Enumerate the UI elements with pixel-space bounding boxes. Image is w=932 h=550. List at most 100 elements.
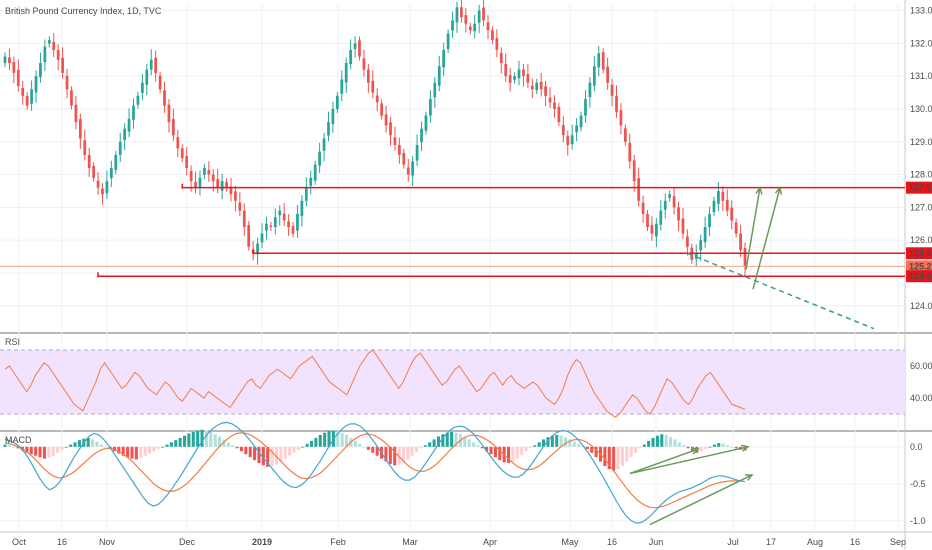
candle <box>154 50 158 82</box>
candle-body <box>92 166 95 178</box>
candle-body <box>30 89 33 104</box>
macd-histogram-bar <box>64 446 68 448</box>
macd-histogram-bar <box>73 442 77 447</box>
candle <box>25 91 29 110</box>
candle-body <box>229 186 233 195</box>
macd-title: MACD <box>5 435 32 445</box>
candle <box>127 108 131 138</box>
macd-histogram-bar <box>204 430 208 447</box>
candle-body <box>655 223 658 237</box>
macd-histogram-bar <box>340 432 344 447</box>
candle <box>65 68 69 99</box>
macd-histogram-bar <box>121 446 125 456</box>
candle-body <box>105 181 109 194</box>
candle <box>149 49 153 76</box>
candle-body <box>460 7 463 18</box>
candle-body <box>566 136 570 146</box>
candle-body <box>313 164 317 181</box>
candle-body <box>145 69 149 85</box>
candle-body <box>331 108 335 125</box>
macd-divergence-arrow <box>629 444 750 475</box>
candle <box>265 216 268 240</box>
candle <box>544 80 547 107</box>
candle-body <box>513 76 516 80</box>
macd-histogram-bar <box>511 446 515 462</box>
candle-body <box>708 213 711 228</box>
macd-histogram-bar <box>493 446 497 458</box>
macd-histogram-bar <box>279 446 283 462</box>
macd-histogram-bar <box>704 446 708 450</box>
macd-histogram-bar <box>410 446 414 456</box>
candle <box>522 64 525 87</box>
candle-body <box>659 210 663 225</box>
candle-body <box>570 135 574 145</box>
candle <box>601 48 605 74</box>
macd-histogram-bar <box>454 432 458 447</box>
candle <box>655 218 658 248</box>
x-tick-label: Sep <box>890 537 906 547</box>
candle <box>743 242 747 277</box>
candle <box>366 64 370 94</box>
candle <box>570 124 574 150</box>
candle <box>650 216 654 241</box>
macd-histogram-bar <box>358 443 362 447</box>
candle-body <box>56 49 60 60</box>
candle <box>663 193 667 219</box>
candle <box>101 183 104 205</box>
candle-body <box>185 156 189 168</box>
candle <box>433 77 437 108</box>
candle <box>269 221 273 231</box>
macd-divergence-arrow-head <box>741 444 750 452</box>
macd-histogram-bar <box>209 432 213 447</box>
candle-body <box>530 85 534 90</box>
macd-histogram-bar <box>730 446 734 448</box>
price-label-box <box>906 247 932 260</box>
macd-histogram-bar <box>415 446 419 452</box>
candle <box>530 78 534 99</box>
macd-histogram-bar <box>187 433 191 447</box>
candle <box>56 44 60 71</box>
candle <box>442 42 446 77</box>
macd-histogram-bar <box>288 446 292 456</box>
candle-body <box>734 222 738 234</box>
candle <box>415 134 419 167</box>
candle-body <box>663 200 667 210</box>
macd-histogram-bar <box>537 442 541 447</box>
candle <box>699 234 703 261</box>
macd-histogram-bar <box>664 434 668 447</box>
macd-histogram-bar <box>34 446 38 456</box>
macd-histogram-bar <box>734 446 738 449</box>
candle-body <box>522 69 525 77</box>
candle-body <box>429 99 432 116</box>
candle <box>225 178 228 192</box>
macd-histogram-bar <box>248 446 252 458</box>
candle-body <box>101 188 104 195</box>
price-label-box <box>906 181 932 194</box>
candle <box>3 52 7 67</box>
candle-body <box>592 66 596 86</box>
macd-histogram-bar <box>699 446 703 452</box>
rsi-band-layer <box>0 349 905 415</box>
candle-body <box>486 22 490 31</box>
candle <box>384 105 388 133</box>
macd-histogram-bar <box>467 439 471 447</box>
candle <box>12 56 16 84</box>
candle <box>260 223 264 249</box>
macd-histogram-bar <box>450 432 454 447</box>
candle-body <box>344 63 348 83</box>
macd-histogram-bar <box>607 446 611 470</box>
candle-body <box>172 119 175 136</box>
macd-histogram-bar <box>550 435 554 447</box>
candle <box>340 70 344 102</box>
candle <box>437 55 441 92</box>
candle <box>628 133 632 169</box>
macd-histogram-bar <box>634 446 638 453</box>
candle <box>21 80 25 105</box>
macd-tick-label: -0.5 <box>910 479 926 489</box>
candle-body <box>491 30 494 41</box>
candle-body <box>610 84 614 96</box>
candle <box>380 99 384 120</box>
macd-histogram-bar <box>660 434 664 447</box>
candle <box>109 160 113 188</box>
